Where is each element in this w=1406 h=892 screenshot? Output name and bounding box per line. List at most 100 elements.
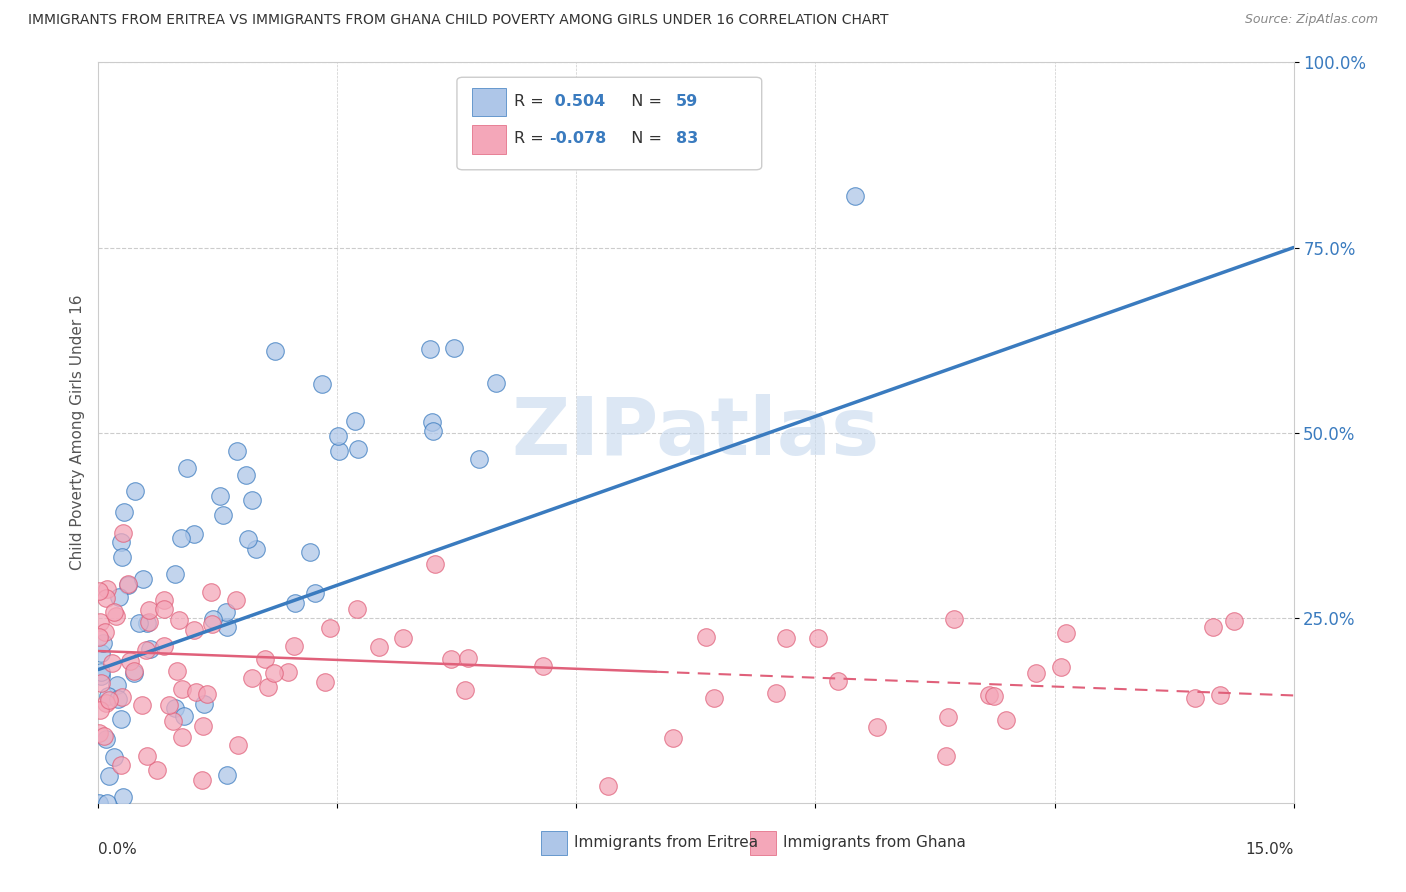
Point xyxy=(277,665,299,679)
Point xyxy=(304,586,326,600)
Point xyxy=(1054,626,1077,640)
Point xyxy=(94,591,117,606)
Point xyxy=(107,590,129,604)
Point xyxy=(176,460,198,475)
Point xyxy=(236,532,259,546)
Point xyxy=(209,489,232,503)
Point xyxy=(827,673,849,688)
Point xyxy=(124,483,146,498)
Point xyxy=(1222,615,1244,629)
Point xyxy=(98,769,121,783)
Point xyxy=(94,732,117,747)
Point xyxy=(90,676,112,690)
Point xyxy=(138,603,160,617)
Point xyxy=(328,443,350,458)
FancyBboxPatch shape xyxy=(749,831,776,855)
Point xyxy=(90,669,112,683)
Text: IMMIGRANTS FROM ERITREA VS IMMIGRANTS FROM GHANA CHILD POVERTY AMONG GIRLS UNDER: IMMIGRANTS FROM ERITREA VS IMMIGRANTS FR… xyxy=(28,13,889,28)
Point xyxy=(107,692,129,706)
Point xyxy=(89,703,111,717)
Point xyxy=(91,636,114,650)
Point xyxy=(153,593,176,607)
Point xyxy=(170,731,193,745)
Point xyxy=(533,658,555,673)
Point xyxy=(983,689,1005,703)
Point xyxy=(347,442,370,457)
Point xyxy=(97,690,120,704)
Point xyxy=(346,601,368,615)
Point xyxy=(211,508,233,523)
Point xyxy=(103,750,125,764)
Point xyxy=(146,763,169,777)
Point xyxy=(96,582,118,597)
Point xyxy=(226,444,249,458)
Point xyxy=(112,505,135,519)
Point xyxy=(343,414,366,428)
Point xyxy=(89,630,111,644)
Point xyxy=(138,615,160,629)
Point xyxy=(865,721,887,735)
Point xyxy=(153,602,176,616)
Point xyxy=(163,701,186,715)
Point xyxy=(87,583,110,598)
Point xyxy=(283,639,305,653)
Point xyxy=(319,621,342,635)
Point xyxy=(977,689,1000,703)
Point xyxy=(936,710,959,724)
Point xyxy=(193,698,215,712)
Point xyxy=(202,612,225,626)
Point xyxy=(111,526,134,541)
Point xyxy=(117,576,139,591)
Point xyxy=(87,726,110,740)
Point xyxy=(240,493,263,508)
Text: R =: R = xyxy=(515,95,550,109)
Point xyxy=(245,541,267,556)
Point xyxy=(195,687,218,701)
Point xyxy=(105,609,128,624)
Point xyxy=(103,605,125,619)
Point xyxy=(935,748,957,763)
Point xyxy=(112,789,135,804)
FancyBboxPatch shape xyxy=(472,88,506,117)
Point xyxy=(96,796,118,810)
Point xyxy=(326,428,349,442)
Point xyxy=(217,620,239,634)
Point xyxy=(135,642,157,657)
Point xyxy=(135,615,157,630)
Text: 83: 83 xyxy=(676,131,697,146)
Point xyxy=(443,341,465,355)
Text: Immigrants from Ghana: Immigrants from Ghana xyxy=(783,835,966,850)
Point xyxy=(163,567,186,582)
Point xyxy=(166,664,188,678)
Point xyxy=(89,615,111,629)
FancyBboxPatch shape xyxy=(472,126,506,153)
Point xyxy=(215,605,238,619)
Point xyxy=(215,768,238,782)
Point xyxy=(703,691,725,706)
Point xyxy=(1209,688,1232,702)
Point xyxy=(200,584,222,599)
Point xyxy=(419,343,441,357)
Point xyxy=(368,640,391,655)
Point xyxy=(131,698,153,712)
Point xyxy=(201,616,224,631)
Point xyxy=(391,631,413,645)
Point xyxy=(1025,665,1047,680)
Y-axis label: Child Poverty Among Girls Under 16: Child Poverty Among Girls Under 16 xyxy=(69,295,84,570)
Point xyxy=(117,578,139,592)
Point xyxy=(844,188,866,202)
Point xyxy=(1049,660,1071,674)
FancyBboxPatch shape xyxy=(457,78,762,169)
Point xyxy=(284,596,307,610)
Point xyxy=(314,674,336,689)
Text: Immigrants from Eritrea: Immigrants from Eritrea xyxy=(574,835,758,850)
Point xyxy=(807,631,830,645)
Point xyxy=(90,665,112,679)
Point xyxy=(485,376,508,391)
Point xyxy=(662,731,685,745)
Point xyxy=(100,656,122,670)
Point xyxy=(153,639,176,653)
Text: ZIPatlas: ZIPatlas xyxy=(512,393,880,472)
Point xyxy=(110,712,132,726)
Point xyxy=(240,671,263,685)
